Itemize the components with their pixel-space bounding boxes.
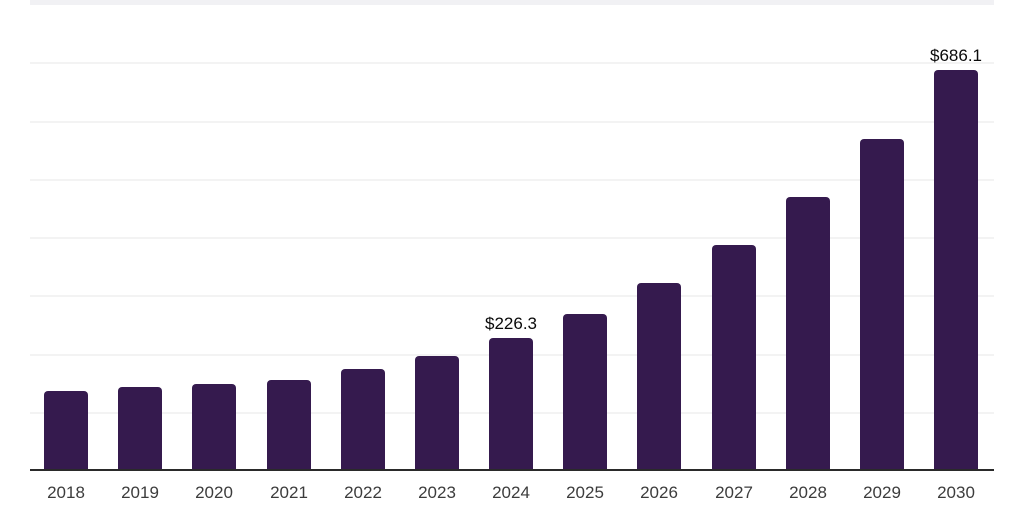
gridline [30, 62, 994, 64]
bar-2018 [44, 391, 88, 470]
gridline [30, 121, 994, 123]
x-tick-label-2022: 2022 [344, 483, 382, 502]
bar-2020 [192, 384, 236, 470]
x-tick-label-2029: 2029 [863, 483, 901, 502]
bar-2021 [267, 380, 311, 470]
value-label-2024: $226.3 [485, 314, 537, 333]
bar-2029 [860, 139, 904, 470]
bar-2024 [489, 338, 533, 470]
gridline-top-band [30, 0, 994, 5]
gridline [30, 295, 994, 297]
bar-2028 [786, 197, 830, 470]
x-tick-label-2026: 2026 [640, 483, 678, 502]
x-tick-label-2028: 2028 [789, 483, 827, 502]
x-tick-label-2027: 2027 [715, 483, 753, 502]
bar-2026 [637, 283, 681, 470]
x-tick-label-2025: 2025 [566, 483, 604, 502]
x-tick-label-2023: 2023 [418, 483, 456, 502]
bar-2019 [118, 387, 162, 470]
x-tick-label-2020: 2020 [195, 483, 233, 502]
gridline [30, 179, 994, 181]
x-tick-label-2021: 2021 [270, 483, 308, 502]
bar-2030 [934, 70, 978, 470]
bar-2027 [712, 245, 756, 470]
x-tick-label-2024: 2024 [492, 483, 530, 502]
x-tick-label-2018: 2018 [47, 483, 85, 502]
value-label-2030: $686.1 [930, 46, 982, 65]
bar-2022 [341, 369, 385, 470]
gridline [30, 237, 994, 239]
x-tick-label-2019: 2019 [121, 483, 159, 502]
x-tick-label-2030: 2030 [937, 483, 975, 502]
bar-2023 [415, 356, 459, 470]
bar-2025 [563, 314, 607, 470]
x-axis-line [30, 469, 994, 471]
